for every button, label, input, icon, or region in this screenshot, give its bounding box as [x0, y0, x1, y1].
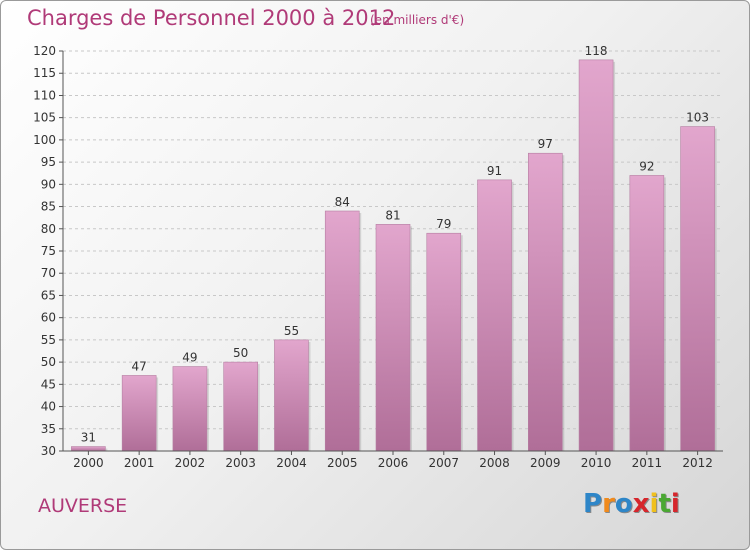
bar-value-label: 91	[487, 164, 502, 178]
x-tick-label: 2003	[225, 456, 256, 470]
y-tick-label: 40	[41, 400, 56, 414]
bar-2004	[274, 339, 309, 452]
y-tick-label: 80	[41, 222, 56, 236]
bar-2003	[223, 361, 258, 452]
y-tick-label: 115	[33, 66, 56, 80]
proxiti-logo[interactable]: Proxiti	[583, 489, 680, 519]
x-tick-label: 2004	[276, 456, 307, 470]
logo-letter: o	[614, 489, 633, 519]
y-tick-label: 85	[41, 200, 56, 214]
y-tick-label: 70	[41, 266, 56, 280]
y-tick-label: 60	[41, 311, 56, 325]
bar-value-label: 55	[284, 324, 299, 338]
bar-value-label: 84	[335, 195, 350, 209]
y-tick-label: 75	[41, 244, 56, 258]
x-tick-label: 2000	[73, 456, 104, 470]
bar-2009	[528, 152, 563, 452]
bar-2011	[629, 175, 665, 452]
bar-value-label: 49	[182, 351, 197, 365]
logo-letter: x	[632, 489, 650, 519]
logo-letter: t	[658, 489, 671, 519]
x-tick-label: 2002	[175, 456, 206, 470]
bar-value-label: 97	[538, 137, 553, 151]
x-tick-label: 2001	[124, 456, 155, 470]
bar-value-label: 81	[385, 208, 400, 222]
x-tick-label: 2007	[428, 456, 459, 470]
bar-2000	[71, 446, 106, 452]
x-tick-label: 2012	[682, 456, 713, 470]
bar-2008	[477, 179, 512, 452]
bar-value-label: 103	[686, 111, 709, 125]
bars	[71, 59, 717, 452]
y-tick-label: 90	[41, 177, 56, 191]
y-tick-label: 120	[33, 44, 56, 58]
bar-value-label: 92	[639, 159, 654, 173]
axes	[59, 50, 723, 455]
bar-value-label: 118	[585, 44, 608, 58]
bar-value-label: 31	[81, 431, 96, 445]
bar-2001	[121, 375, 157, 452]
bar-2006	[375, 224, 411, 452]
y-tick-label: 45	[41, 377, 56, 391]
y-tick-label: 110	[33, 88, 56, 102]
bar-value-label: 50	[233, 346, 248, 360]
logo-letter: r	[602, 489, 615, 519]
bar-2010	[578, 59, 614, 452]
y-tick-label: 30	[41, 444, 56, 458]
bar-value-label: 47	[132, 359, 147, 373]
x-tick-label: 2010	[581, 456, 612, 470]
bar-2012	[680, 126, 715, 452]
y-tick-label: 105	[33, 111, 56, 125]
y-tick-label: 35	[41, 422, 56, 436]
x-tick-label: 2011	[632, 456, 663, 470]
x-tick-label: 2006	[378, 456, 409, 470]
x-tick-label: 2008	[479, 456, 510, 470]
y-tick-label: 55	[41, 333, 56, 347]
y-tick-label: 95	[41, 155, 56, 169]
bar-2005	[324, 210, 360, 452]
logo-letter: i	[649, 489, 659, 519]
place-name: AUVERSE	[38, 495, 128, 517]
bar-2002	[172, 366, 208, 452]
y-tick-label: 50	[41, 355, 56, 369]
y-tick-label: 100	[33, 133, 56, 147]
logo-letter: P	[583, 489, 603, 519]
y-tick-label: 65	[41, 288, 56, 302]
chart-title: Charges de Personnel 2000 à 2012	[27, 6, 396, 30]
chart-unit-label: (en milliers d'€)	[370, 13, 465, 27]
bar-value-label: 79	[436, 217, 451, 231]
labels: 30 35 40 45 50 55 60 65 70 75 80 85 90 95 100 105 110 115…	[33, 44, 713, 470]
x-tick-label: 2005	[327, 456, 358, 470]
bar-2007	[426, 232, 462, 452]
logo-letter: i	[670, 489, 680, 519]
x-tick-label: 2009	[530, 456, 561, 470]
